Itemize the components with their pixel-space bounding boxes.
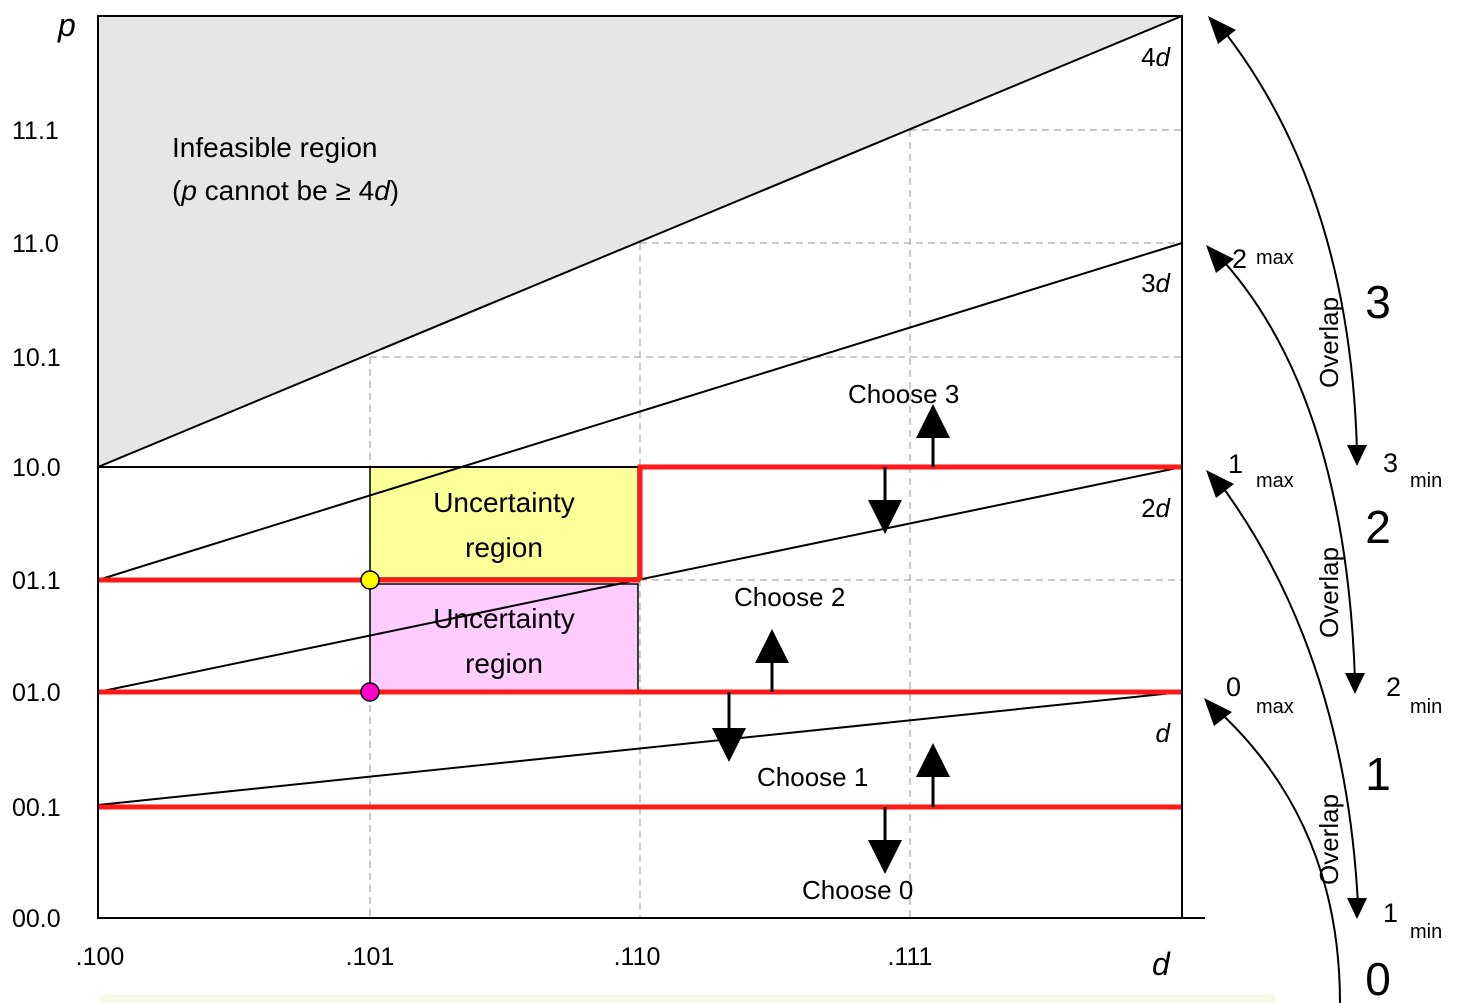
slope-lines	[97, 15, 1183, 806]
min-sub: min	[1410, 696, 1442, 718]
two-min-digit: 2	[1386, 672, 1401, 702]
down-arrow-1a	[712, 728, 746, 762]
digit-2: 2	[1365, 501, 1391, 553]
digit-0: 0	[1365, 953, 1391, 1003]
uncertainty-region-upper	[369, 466, 639, 579]
label-1d: d	[1156, 718, 1172, 748]
y-tick-label: 01.1	[12, 567, 61, 595]
min-sub: min	[1410, 470, 1442, 492]
y-tick-label: 01.0	[12, 679, 61, 707]
zero-max-digit: 0	[1226, 672, 1241, 702]
max-sub: max	[1256, 247, 1294, 269]
overlap-label: Overlap	[1314, 547, 1344, 638]
arrowhead-top-0	[1204, 698, 1232, 726]
plot-frame	[97, 15, 1183, 919]
uncertainty-upper-line1: Uncertainty	[433, 487, 575, 518]
one-min-digit: 1	[1383, 898, 1398, 928]
y-tick-labels: 11.1 11.0 10.1 10.0 01.1 01.0 00.1 00.0	[12, 117, 61, 933]
line-labels: 4d 3d 2d d	[1141, 42, 1171, 748]
label-4d: 4d	[1141, 42, 1171, 72]
selection-boundaries	[98, 464, 1182, 810]
choose-3-label: Choose 3	[848, 379, 959, 409]
min-sub: min	[1410, 921, 1442, 943]
x-axis-label: d	[1152, 946, 1171, 982]
label-3d: 3d	[1141, 268, 1171, 298]
down-arrow-0	[868, 840, 902, 874]
one-max-digit: 1	[1228, 449, 1243, 479]
x-tick-label: .111	[888, 943, 933, 971]
magenta-dot	[360, 682, 380, 702]
curve-3	[1219, 25, 1358, 453]
uncertainty-region-lower	[369, 583, 639, 693]
bottom-strip	[100, 995, 1275, 1003]
up-arrow-1	[916, 743, 950, 777]
arrowhead-top-1	[1206, 470, 1234, 498]
y-axis-label: p	[57, 7, 76, 43]
label-2d: 2d	[1141, 493, 1171, 523]
choose-2-label: Choose 2	[734, 582, 845, 612]
y-tick-label: 00.0	[12, 905, 61, 933]
digit-1: 1	[1365, 748, 1391, 800]
choose-0-label: Choose 0	[802, 875, 913, 905]
yellow-dot	[360, 570, 380, 590]
three-min-digit: 3	[1383, 448, 1398, 478]
uncertainty-lower-line1: Uncertainty	[433, 603, 575, 634]
down-arrow-2a	[868, 500, 902, 534]
curve-0	[1212, 705, 1341, 1003]
y-tick-label: 11.0	[12, 230, 59, 258]
line-1d	[97, 691, 1183, 806]
max-sub: max	[1256, 696, 1294, 718]
up-arrow-2	[755, 629, 789, 663]
curve-1	[1215, 477, 1359, 906]
uncertainty-lower-line2: region	[465, 648, 543, 679]
arrowhead-top-3	[1208, 16, 1236, 44]
digit-3: 3	[1365, 276, 1391, 328]
y-tick-label: 11.1	[12, 117, 59, 145]
y-tick-label: 00.1	[12, 794, 61, 822]
infeasible-subtitle: (p cannot be ≥ 4d)	[172, 175, 399, 206]
right-scale: 3 2 1 0 Overlap Overlap Overlap 2 max 1 …	[1204, 16, 1442, 1003]
choose-1-label: Choose 1	[757, 762, 868, 792]
up-arrow-3	[916, 404, 950, 438]
overlap-label: Overlap	[1314, 794, 1344, 885]
overlap-label: Overlap	[1314, 297, 1344, 388]
x-tick-label: .101	[346, 943, 395, 971]
arrowhead-top-2	[1206, 245, 1234, 273]
x-tick-labels: .100 .101 .110 .111	[76, 943, 933, 971]
y-tick-label: 10.0	[12, 454, 61, 482]
x-tick-label: .100	[76, 943, 125, 971]
line-3d	[97, 242, 1183, 581]
y-tick-label: 10.1	[12, 344, 61, 372]
two-max-digit: 2	[1232, 244, 1247, 274]
infeasible-title: Infeasible region	[172, 132, 377, 163]
arrowhead-bottom-3	[1347, 445, 1367, 466]
choice-arrows	[712, 404, 950, 874]
max-sub: max	[1256, 470, 1294, 492]
uncertainty-upper-line2: region	[465, 532, 543, 563]
line-4d	[97, 15, 1183, 468]
arrowhead-bottom-1	[1347, 898, 1367, 919]
arrowhead-bottom-2	[1345, 673, 1365, 694]
curve-2	[1215, 252, 1356, 681]
x-tick-label: .110	[614, 943, 661, 971]
